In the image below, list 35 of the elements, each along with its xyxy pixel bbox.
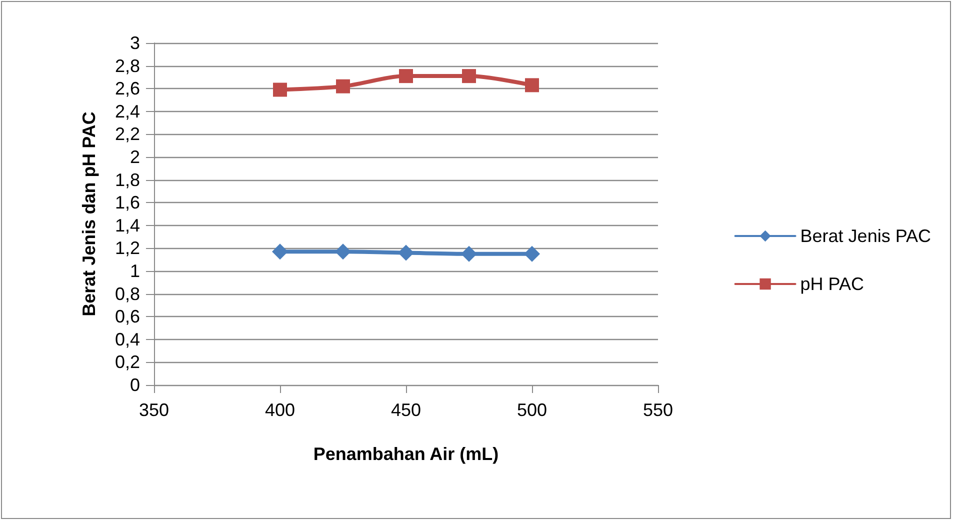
x-axis-title: Penambahan Air (mL) [313, 444, 499, 464]
y-tick-label: 1,4 [114, 215, 140, 236]
y-tick-label: 2 [130, 147, 140, 167]
y-tick-label: 1,2 [114, 238, 140, 258]
x-tick-label: 350 [138, 400, 170, 420]
legend-label: Berat Jenis PAC [800, 226, 932, 246]
y-tick-label: 1 [130, 261, 140, 281]
point [399, 69, 413, 84]
legend-label: pH PAC [800, 274, 864, 294]
point [525, 78, 539, 92]
y-tick-label: 2,6 [114, 78, 140, 99]
point [461, 246, 477, 262]
y-tick-label: 1,8 [114, 170, 140, 190]
y-tick-label: 0,4 [114, 329, 140, 350]
y-tick-label: 2,4 [114, 101, 140, 122]
point [272, 244, 288, 260]
y-tick-label: 3 [130, 33, 140, 53]
y-tick-label: 2,2 [114, 124, 140, 144]
point [335, 244, 351, 260]
x-tick-label: 400 [264, 400, 296, 420]
point [273, 82, 287, 97]
y-tick-label: 0 [130, 375, 140, 395]
x-tick-label: 450 [390, 400, 422, 420]
y-tick-label: 2,8 [114, 56, 140, 76]
x-tick-label: 500 [516, 400, 548, 420]
x-tick-label: 550 [642, 400, 674, 420]
y-axis-title: Berat Jenis dan pH PAC [79, 112, 99, 316]
point [462, 69, 476, 84]
point [336, 79, 350, 94]
y-tick-label: 0,2 [114, 352, 140, 372]
y-tick-label: 0,8 [114, 284, 140, 304]
point [524, 246, 540, 262]
y-tick-label: 0,6 [114, 306, 140, 327]
y-tick-label: 1,6 [114, 192, 140, 213]
point [398, 244, 414, 261]
